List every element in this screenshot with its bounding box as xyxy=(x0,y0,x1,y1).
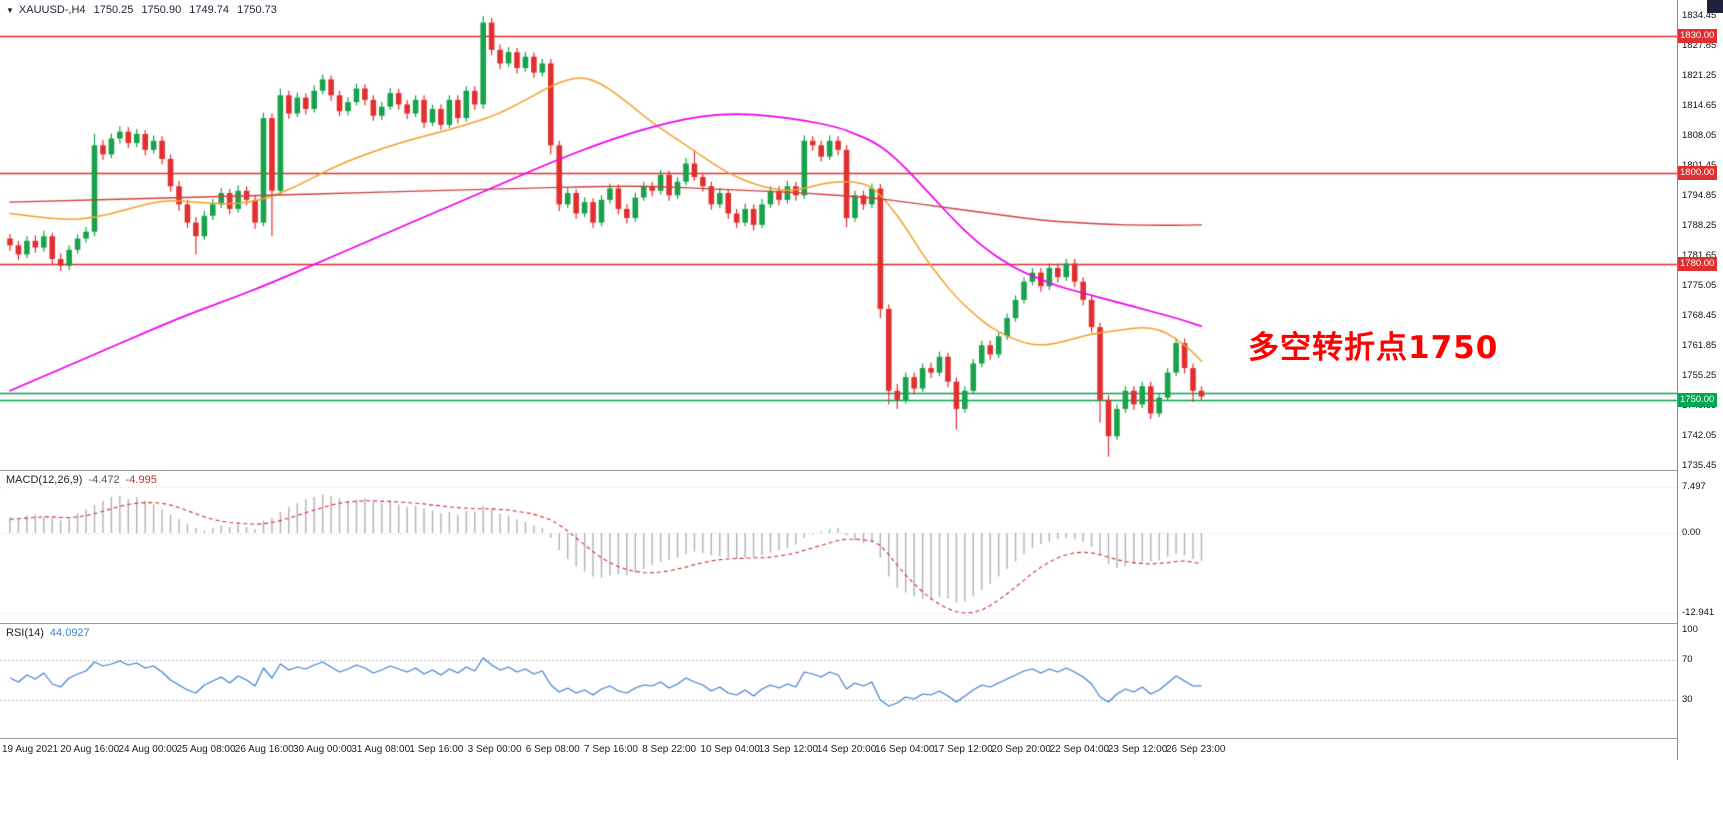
rsi-axis-label: 30 xyxy=(1682,694,1693,705)
price-axis-label: 1781.65 xyxy=(1682,250,1717,261)
macd-value-main: -4.472 xyxy=(88,474,120,486)
time-axis-label: 19 Aug 2021 xyxy=(2,744,59,755)
rsi-chart-canvas[interactable] xyxy=(0,624,1677,738)
rsi-axis-label: 100 xyxy=(1682,624,1698,635)
main-chart-pane: ▼ XAUUSD-,H4 1750.25 1750.90 1749.74 1750… xyxy=(0,0,1677,470)
price-level-badge: 1780.00 xyxy=(1678,256,1718,271)
rsi-pane: RSI(14) 44.0927 xyxy=(0,624,1677,738)
time-axis-label: 25 Aug 08:00 xyxy=(176,744,236,755)
pane-separator[interactable] xyxy=(0,470,1723,471)
price-axis-label: 1801.45 xyxy=(1682,161,1716,171)
price-axis-label: 1814.65 xyxy=(1682,100,1717,111)
price-axis-label: 1775.05 xyxy=(1682,280,1717,291)
quote-high: 1750.90 xyxy=(141,4,182,16)
macd-axis-label: 0.00 xyxy=(1682,527,1701,538)
time-axis-label: 1 Sep 16:00 xyxy=(409,744,464,755)
rsi-axis-label: 70 xyxy=(1682,654,1693,665)
rsi-label: RSI(14) 44.0927 xyxy=(6,627,90,639)
price-level-badge: 1750.00 xyxy=(1678,392,1718,407)
time-axis-label: 20 Aug 16:00 xyxy=(60,744,120,755)
price-axis-label: 1742.05 xyxy=(1682,430,1717,441)
price-chart-canvas[interactable] xyxy=(0,0,1677,470)
time-axis-label: 16 Sep 04:00 xyxy=(875,744,935,755)
pane-separator xyxy=(0,738,1723,739)
price-axis-label: 1761.85 xyxy=(1682,340,1717,351)
time-axis-label: 10 Sep 04:00 xyxy=(700,744,760,755)
time-axis-label: 24 Aug 00:00 xyxy=(118,744,178,755)
price-axis-label: 1768.45 xyxy=(1682,310,1717,321)
price-axis-label: 1834.45 xyxy=(1682,10,1717,21)
macd-axis-label: -12.941 xyxy=(1682,607,1715,619)
macd-axis-label: 7.497 xyxy=(1682,480,1706,492)
quote-open: 1750.25 xyxy=(93,4,134,16)
macd-value-signal: -4.995 xyxy=(125,474,157,486)
time-axis-label: 26 Aug 16:00 xyxy=(234,744,294,755)
symbol-name: XAUUSD-,H4 xyxy=(18,4,86,16)
time-axis-label: 22 Sep 04:00 xyxy=(1049,744,1110,755)
price-axis-label: 1821.25 xyxy=(1682,70,1717,81)
macd-chart-canvas[interactable] xyxy=(0,471,1677,623)
time-axis[interactable]: 19 Aug 2021 20 Aug 16:00 24 Aug 00:00 25 Au… xyxy=(0,739,1723,761)
time-axis-label: 14 Sep 20:00 xyxy=(816,744,877,755)
time-axis-label: 31 Aug 08:00 xyxy=(351,744,411,755)
price-level-badge: 1800.00 xyxy=(1678,165,1718,180)
time-axis-label: 7 Sep 16:00 xyxy=(584,744,638,755)
quote-close: 1750.73 xyxy=(237,4,277,16)
corner-marker-icon xyxy=(1707,0,1723,13)
rsi-value: 44.0927 xyxy=(49,627,90,639)
pane-separator[interactable] xyxy=(0,623,1723,624)
time-axis-label: 20 Sep 20:00 xyxy=(991,744,1051,755)
annotation-text: 多空转折点1750 xyxy=(1248,330,1499,366)
time-axis-label: 8 Sep 22:00 xyxy=(642,744,697,755)
time-axis-label: 30 Aug 00:00 xyxy=(293,744,352,755)
rsi-name: RSI(14) xyxy=(6,627,44,639)
time-axis-label: 26 Sep 23:00 xyxy=(1166,744,1226,755)
macd-label: MACD(12,26,9) -4.472 -4.995 xyxy=(6,474,157,486)
price-axis-label: 1788.25 xyxy=(1682,220,1717,231)
time-axis-label: 17 Sep 12:00 xyxy=(933,744,993,755)
time-axis-label: 3 Sep 00:00 xyxy=(467,744,522,755)
macd-pane: MACD(12,26,9) -4.472 -4.995 xyxy=(0,471,1677,623)
price-axis-label: 1735.45 xyxy=(1682,460,1717,471)
price-axis-label: 1794.85 xyxy=(1682,190,1717,201)
time-axis-label: 23 Sep 12:00 xyxy=(1107,744,1168,755)
price-axis-label: 1827.85 xyxy=(1682,40,1717,51)
symbol-dropdown-icon[interactable]: ▼ xyxy=(6,6,14,15)
time-axis-label: 13 Sep 12:00 xyxy=(758,744,819,755)
price-axis-label: 1755.25 xyxy=(1682,370,1717,381)
price-axis[interactable]: 1834.45 1827.85 1821.25 1814.65 1808.05 1801.… xyxy=(1677,0,1723,760)
price-level-badge: 1830.00 xyxy=(1678,29,1718,44)
macd-name: MACD(12,26,9) xyxy=(6,474,83,486)
price-axis-label: 1808.05 xyxy=(1682,130,1717,141)
quote-low: 1749.74 xyxy=(189,4,230,16)
symbol-info: ▼ XAUUSD-,H4 1750.25 1750.90 1749.74 1750… xyxy=(6,4,282,16)
time-axis-label: 6 Sep 08:00 xyxy=(525,744,580,755)
